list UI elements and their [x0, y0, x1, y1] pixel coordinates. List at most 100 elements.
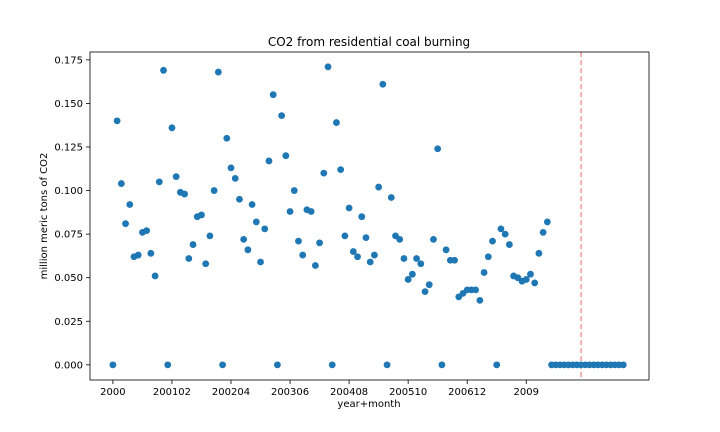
- data-point: [265, 157, 273, 165]
- data-point: [497, 225, 505, 233]
- data-point: [341, 232, 349, 240]
- data-point: [333, 119, 340, 126]
- data-point: [151, 272, 159, 280]
- data-point: [168, 124, 176, 132]
- data-point: [349, 248, 357, 255]
- data-point: [295, 237, 302, 245]
- y-axis-label: million meric tons of CO2: [39, 153, 50, 280]
- data-point: [109, 361, 117, 369]
- data-point: [421, 288, 429, 296]
- data-point: [206, 232, 214, 240]
- data-point: [311, 262, 319, 269]
- data-point: [307, 208, 315, 215]
- y-tick-label: 0.175: [54, 55, 83, 66]
- data-point: [328, 361, 336, 369]
- data-point: [434, 145, 442, 153]
- data-point: [358, 213, 366, 221]
- x-tick-label: 200408: [330, 387, 368, 398]
- data-point: [202, 260, 210, 268]
- chart-title: CO2 from residential coal burning: [268, 35, 470, 49]
- data-point: [404, 276, 412, 283]
- data-point: [257, 258, 264, 266]
- data-point: [505, 241, 513, 248]
- x-axis: 2000 200102 200204 200306 200408 200510 200612…: [100, 380, 539, 398]
- data-point: [337, 166, 345, 174]
- x-tick-label: 200204: [212, 387, 250, 398]
- data-point: [143, 227, 151, 235]
- data-point: [531, 279, 539, 287]
- data-point: [472, 286, 480, 294]
- data-point: [181, 190, 189, 198]
- data-point: [387, 194, 395, 201]
- plot-frame: [89, 51, 650, 381]
- data-point: [164, 361, 172, 369]
- y-tick-label: 0.075: [54, 230, 83, 241]
- data-point: [366, 258, 374, 266]
- data-point: [223, 134, 231, 142]
- x-axis-label: year+month: [337, 399, 400, 410]
- data-point: [214, 68, 222, 76]
- x-tick-label: 200612: [448, 387, 486, 398]
- data-point: [354, 253, 361, 261]
- y-tick-label: 0.000: [54, 360, 83, 371]
- data-point: [383, 361, 391, 369]
- data-point: [231, 174, 239, 182]
- data-point: [484, 253, 492, 261]
- y-tick-label: 0.125: [54, 142, 83, 153]
- data-point: [324, 63, 332, 71]
- data-point: [493, 361, 501, 369]
- data-point: [522, 276, 530, 283]
- data-point: [155, 178, 163, 186]
- data-point: [219, 361, 226, 369]
- data-point: [539, 228, 547, 236]
- data-point: [396, 235, 404, 243]
- data-point: [236, 195, 243, 203]
- x-tick-label: 200102: [153, 387, 191, 398]
- data-point: [274, 361, 281, 369]
- data-point: [126, 201, 134, 208]
- data-point: [278, 112, 286, 120]
- data-point: [345, 204, 353, 212]
- data-point: [408, 270, 416, 278]
- y-tick-label: 0.025: [54, 317, 83, 328]
- data-point: [527, 270, 534, 278]
- data-point: [619, 361, 627, 369]
- y-tick-label: 0.150: [54, 99, 83, 110]
- data-point: [134, 251, 142, 259]
- data-point: [438, 361, 446, 369]
- x-tick-label: 2000: [100, 387, 125, 398]
- data-point: [480, 269, 488, 276]
- data-point: [299, 251, 307, 259]
- data-point: [476, 296, 484, 304]
- data-point: [451, 256, 458, 264]
- data-point: [227, 164, 235, 172]
- data-point: [185, 255, 193, 262]
- data-point: [413, 255, 420, 262]
- y-axis: 0.000 0.025 0.050 0.075 0.100 0.125 0.150 0.175: [54, 55, 90, 371]
- data-point: [244, 246, 252, 254]
- data-point: [189, 241, 197, 248]
- data-point: [240, 235, 248, 243]
- data-point: [286, 208, 294, 215]
- data-point: [417, 260, 425, 268]
- data-point: [362, 234, 370, 242]
- data-point: [371, 251, 378, 259]
- x-tick-label: 2009: [514, 387, 539, 398]
- x-tick-label: 200306: [271, 387, 309, 398]
- data-point: [430, 235, 437, 243]
- data-point: [375, 183, 383, 191]
- data-point: [198, 211, 205, 219]
- data-point: [442, 246, 450, 254]
- data-point: [320, 169, 328, 177]
- data-point: [282, 152, 290, 160]
- data-point: [379, 80, 387, 88]
- data-point: [248, 201, 256, 208]
- data-point: [113, 117, 121, 125]
- data-point: [261, 225, 269, 233]
- data-point: [501, 230, 509, 238]
- data-point: [210, 187, 218, 194]
- data-point: [160, 66, 167, 74]
- y-tick-label: 0.050: [54, 273, 83, 284]
- data-point: [252, 218, 260, 226]
